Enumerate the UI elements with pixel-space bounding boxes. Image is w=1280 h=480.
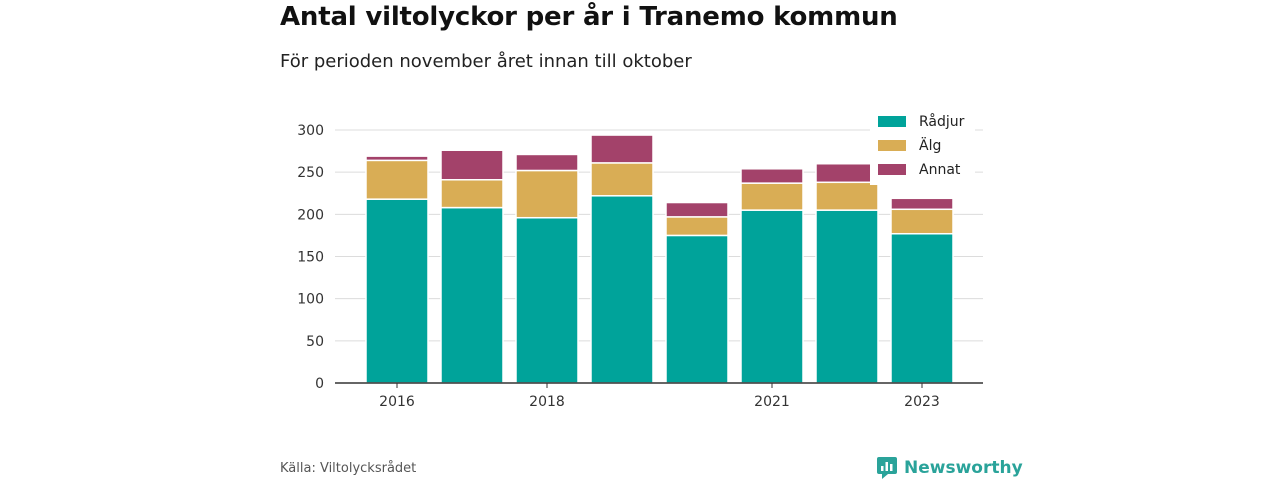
bar-segment-annat-2019 [590,134,654,164]
legend-label-rådjur: Rådjur [919,113,965,130]
newsworthy-logo-icon [877,457,897,479]
x-tick-label: 2023 [904,394,940,410]
bar-segment-annat-2018 [515,153,579,172]
brand-logo[interactable]: Newsworthy [876,456,1023,480]
bar-segment-älg-2022 [815,181,879,211]
bar-segment-älg-2020 [665,216,729,237]
legend: Rådjur Älg Annat [870,110,975,185]
y-tick-label: 200 [297,207,324,223]
axes: 0 50 100 150 200 250 300 2016 2018 2021 2023 [297,123,983,410]
bar-segment-älg-2021 [740,182,804,211]
bar-stack-2019 [590,134,654,384]
x-tick-label: 2021 [754,394,790,410]
bar-segment-rådjur-2019 [590,195,654,384]
bar-segment-annat-2023 [890,197,954,211]
bar-stack-2023 [890,197,954,384]
bar-segment-annat-2020 [665,201,729,218]
legend-label-annat: Annat [919,162,961,178]
bars [365,134,954,384]
chart-title: Antal viltolyckor per år i Tranemo kommu… [280,2,898,32]
legend-swatch-rådjur [878,116,906,127]
y-tick-label: 300 [297,123,324,139]
y-tick-label: 250 [297,165,324,181]
x-tick-label: 2016 [379,394,415,410]
bar-segment-älg-2017 [440,179,504,209]
y-tick-label: 0 [315,376,324,392]
bar-stack-2016 [365,155,429,384]
bar-segment-rådjur-2022 [815,209,879,384]
legend-label-älg: Älg [919,136,941,154]
bar-segment-rådjur-2018 [515,216,579,384]
bar-segment-annat-2016 [365,155,429,162]
y-tick-label: 150 [297,250,324,266]
bar-segment-annat-2021 [740,168,804,184]
bar-stack-2018 [515,153,579,384]
brand-name: Newsworthy [904,458,1023,478]
stacked-bar-chart: 0 50 100 150 200 250 300 2016 2018 2021 2023 Rådju… [297,110,983,410]
bar-segment-älg-2016 [365,159,429,200]
bar-stack-2020 [665,201,729,384]
x-tick-label: 2018 [529,394,565,410]
source-note: Källa: Viltolycksrådet [280,461,417,476]
bar-segment-rådjur-2017 [440,206,504,384]
bar-segment-rådjur-2021 [740,209,804,384]
bar-segment-älg-2018 [515,169,579,219]
bar-segment-rådjur-2016 [365,198,429,384]
bar-segment-rådjur-2023 [890,232,954,384]
legend-swatch-älg [878,140,906,151]
chart-subtitle: För perioden november året innan till ok… [280,51,692,72]
legend-swatch-annat [878,164,906,175]
y-tick-label: 100 [297,292,324,308]
bar-segment-annat-2017 [440,149,504,181]
bar-segment-rådjur-2020 [665,234,729,384]
bar-stack-2022 [815,162,879,384]
bar-segment-annat-2022 [815,162,879,184]
bar-stack-2017 [440,149,504,384]
bar-segment-älg-2023 [890,208,954,235]
y-tick-label: 50 [306,334,324,350]
bar-stack-2021 [740,168,804,384]
bar-segment-älg-2019 [590,162,654,197]
